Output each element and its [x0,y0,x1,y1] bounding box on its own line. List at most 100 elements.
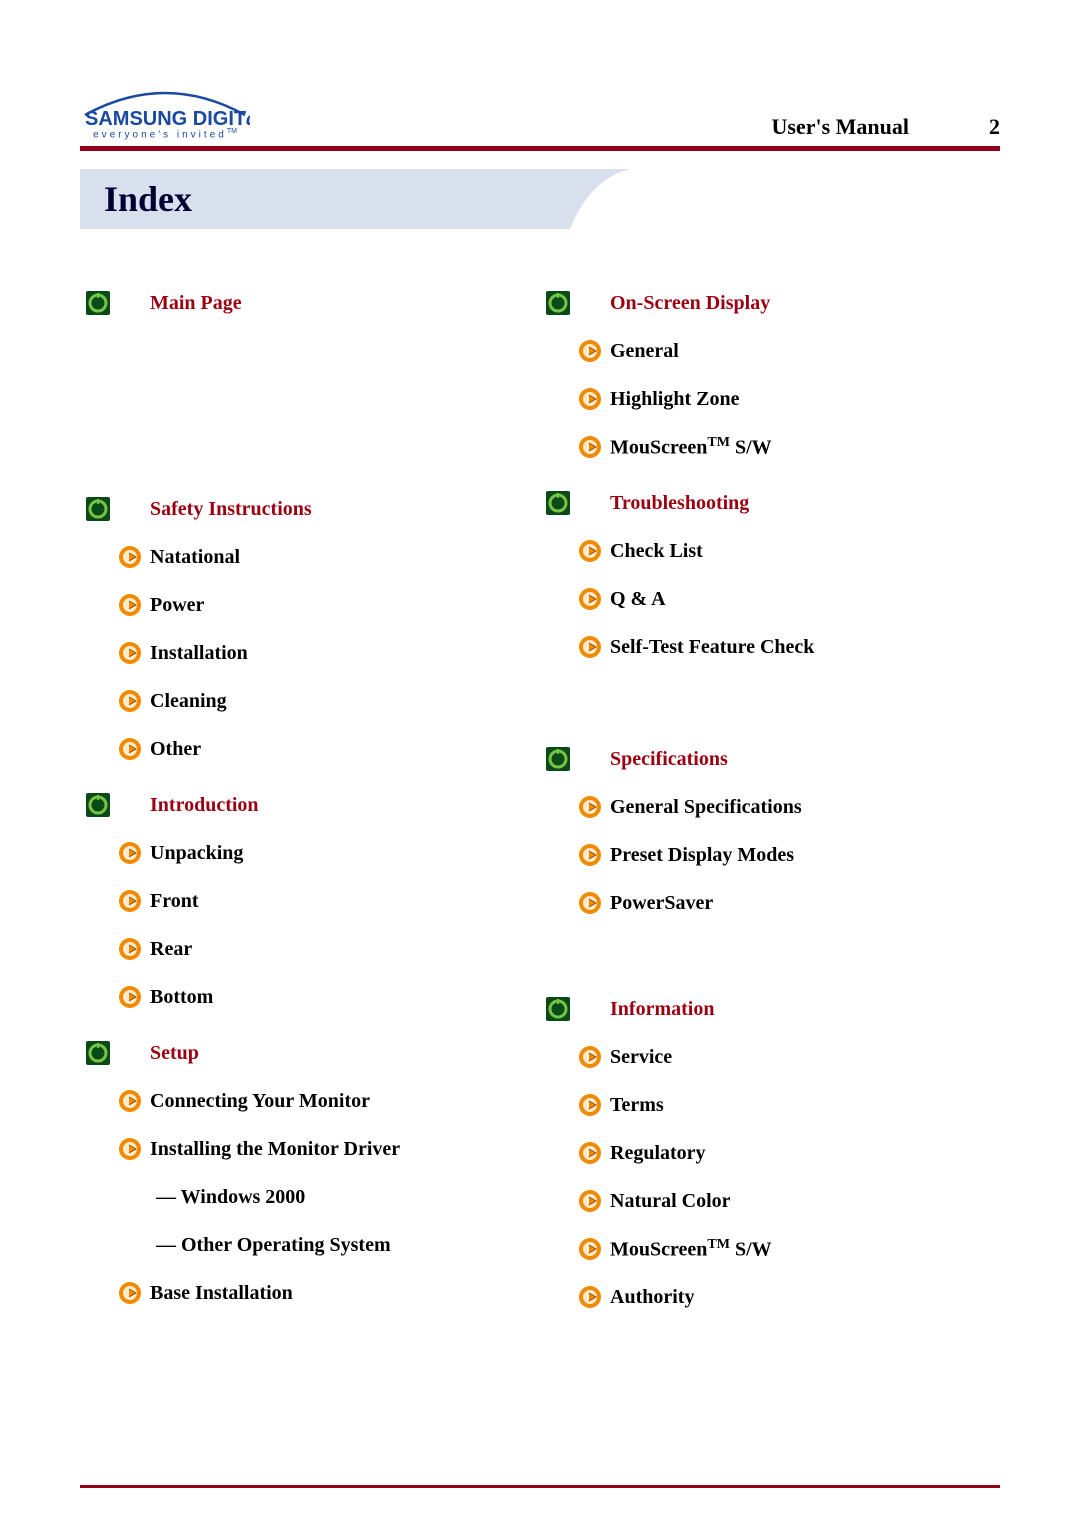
page-number: 2 [989,114,1000,140]
sub-row[interactable]: Rear [80,925,540,973]
logo-tagline: everyone's invitedTM [93,128,237,140]
sub-icon-cell [80,1281,150,1305]
arrow-bullet-icon [118,593,142,617]
sub-icon-cell [540,795,610,819]
spacer [540,671,1000,727]
sub-row[interactable]: Natational [80,533,540,581]
sub-icon-cell [540,1285,610,1309]
section-icon-cell [80,793,150,817]
logo-swoosh-icon: SAMSUNG DIGITall [80,85,250,130]
sub-icon-cell [540,891,610,915]
sub-row[interactable]: General Specifications [540,783,1000,831]
sub-row[interactable]: General [540,327,1000,375]
sub-label: Power [150,594,204,617]
header-right: User's Manual 2 [772,114,1001,140]
section-icon-cell [540,291,610,315]
sub-row[interactable]: Front [80,877,540,925]
sub-row[interactable]: Check List [540,527,1000,575]
index-section: Safety InstructionsNatational Power Instal… [80,485,540,773]
sub-label: PowerSaver [610,892,713,915]
sub-row[interactable]: PowerSaver [540,879,1000,927]
section-label: Specifications [610,748,728,771]
sub-row[interactable]: Cleaning [80,677,540,725]
left-column: Main Page Safety InstructionsNatational Po… [80,279,540,1329]
sub-row[interactable]: Natural Color [540,1177,1000,1225]
sub-label: Installation [150,642,248,665]
sub-icon-cell [540,843,610,867]
sub-label: Cleaning [150,690,227,713]
sub-row[interactable]: Connecting Your Monitor [80,1077,540,1125]
index-section: Information Service Terms Regulatory Natural… [540,985,1000,1321]
section-icon-cell [540,491,610,515]
arrow-bullet-icon [578,1285,602,1309]
section-icon-cell [80,291,150,315]
sub-row[interactable]: Preset Display Modes [540,831,1000,879]
section-row[interactable]: Troubleshooting [540,479,1000,527]
sub-label: MouScreenTM S/W [610,1237,772,1262]
spacer [540,927,1000,977]
section-icon-cell [80,1041,150,1065]
sub-icon-cell [80,1089,150,1113]
arrow-bullet-icon [578,1237,602,1261]
sub-label: Highlight Zone [610,388,739,411]
section-row[interactable]: Introduction [80,781,540,829]
section-label: Troubleshooting [610,492,749,515]
arrow-bullet-icon [578,339,602,363]
sub-row[interactable]: Q & A [540,575,1000,623]
sub-label: Base Installation [150,1282,293,1305]
divider-bottom [80,1485,1000,1488]
section-row[interactable]: On-Screen Display [540,279,1000,327]
section-row[interactable]: Information [540,985,1000,1033]
index-section: IntroductionUnpackingFront Rear Bottom [80,781,540,1021]
sub-row[interactable]: Authority [540,1273,1000,1321]
sub-row[interactable]: Terms [540,1081,1000,1129]
sub-row[interactable]: Unpacking [80,829,540,877]
sub-row[interactable]: Self-Test Feature Check [540,623,1000,671]
sub-row[interactable]: Service [540,1033,1000,1081]
index-section: Setup Connecting Your Monitor Installing … [80,1029,540,1317]
section-bullet-icon [86,793,110,817]
arrow-bullet-icon [118,689,142,713]
sub-label: Regulatory [610,1142,706,1165]
arrow-bullet-icon [578,1045,602,1069]
subsub-row[interactable]: — Windows 2000 [80,1173,540,1221]
sub-row[interactable]: MouScreenTM S/W [540,423,1000,471]
sub-label: Q & A [610,588,666,611]
sub-row[interactable]: Regulatory [540,1129,1000,1177]
section-row[interactable]: Specifications [540,735,1000,783]
arrow-bullet-icon [578,539,602,563]
sub-row[interactable]: Other [80,725,540,773]
arrow-bullet-icon [118,1137,142,1161]
sub-label: Authority [610,1286,694,1309]
section-row[interactable]: Setup [80,1029,540,1077]
page-title: Index [104,178,192,220]
section-bullet-icon [86,291,110,315]
sub-label: Service [610,1046,672,1069]
subsub-row[interactable]: — Other Operating System [80,1221,540,1269]
sub-row[interactable]: Highlight Zone [540,375,1000,423]
sub-icon-cell [540,387,610,411]
logo: SAMSUNG DIGITall everyone's invitedTM [80,85,250,140]
index-section: On-Screen DisplayGeneral Highlight Zone Mo… [540,279,1000,471]
arrow-bullet-icon [578,635,602,659]
section-row[interactable]: Main Page [80,279,540,327]
sub-label: Rear [150,938,192,961]
sub-row[interactable]: Installation [80,629,540,677]
sub-row[interactable]: MouScreenTM S/W [540,1225,1000,1273]
sub-label: Installing the Monitor Driver [150,1138,400,1161]
svg-text:SAMSUNG DIGITall: SAMSUNG DIGITall [85,105,250,130]
sub-label: Self-Test Feature Check [610,636,814,659]
arrow-bullet-icon [578,1189,602,1213]
sub-row[interactable]: Power [80,581,540,629]
manual-label: User's Manual [772,114,910,140]
sub-row[interactable]: Installing the Monitor Driver [80,1125,540,1173]
sub-row[interactable]: Bottom [80,973,540,1021]
sub-icon-cell [80,641,150,665]
sub-row[interactable]: Base Installation [80,1269,540,1317]
arrow-bullet-icon [118,1089,142,1113]
arrow-bullet-icon [578,795,602,819]
section-label: Information [610,998,714,1021]
sub-label: Check List [610,540,703,563]
section-label: Setup [150,1042,199,1065]
section-row[interactable]: Safety Instructions [80,485,540,533]
